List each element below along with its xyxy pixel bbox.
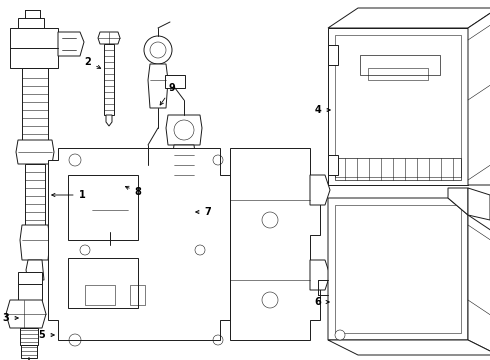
Polygon shape — [310, 175, 330, 205]
Polygon shape — [165, 75, 185, 88]
Circle shape — [262, 212, 278, 228]
Polygon shape — [328, 155, 338, 175]
Polygon shape — [230, 148, 320, 340]
Circle shape — [144, 36, 172, 64]
Bar — [368, 68, 428, 80]
Text: 3: 3 — [2, 313, 18, 323]
Text: 6: 6 — [315, 297, 329, 307]
Polygon shape — [10, 28, 58, 68]
Polygon shape — [148, 64, 168, 108]
Polygon shape — [328, 340, 490, 355]
Polygon shape — [20, 328, 38, 345]
Bar — [18, 282, 42, 300]
Text: 2: 2 — [85, 57, 100, 68]
Polygon shape — [98, 32, 120, 44]
Polygon shape — [468, 8, 490, 185]
Bar — [335, 35, 461, 177]
Polygon shape — [468, 188, 490, 220]
Polygon shape — [20, 225, 50, 260]
Bar — [335, 158, 461, 180]
Polygon shape — [16, 140, 54, 164]
Polygon shape — [468, 215, 490, 355]
Circle shape — [262, 292, 278, 308]
Bar — [68, 258, 138, 308]
Polygon shape — [172, 145, 196, 220]
Bar — [335, 205, 461, 333]
Polygon shape — [328, 198, 468, 340]
Polygon shape — [22, 68, 48, 140]
Polygon shape — [142, 165, 154, 185]
Polygon shape — [106, 115, 112, 126]
Polygon shape — [180, 245, 188, 260]
Polygon shape — [310, 260, 330, 290]
Polygon shape — [178, 220, 190, 245]
Polygon shape — [328, 8, 490, 28]
Text: 7: 7 — [196, 207, 211, 217]
Circle shape — [195, 245, 205, 255]
Text: 5: 5 — [39, 330, 54, 340]
Text: 9: 9 — [160, 83, 175, 105]
Bar — [68, 175, 138, 240]
Polygon shape — [448, 188, 468, 215]
Polygon shape — [30, 280, 40, 295]
Polygon shape — [328, 28, 468, 185]
Polygon shape — [166, 115, 202, 145]
Bar — [18, 272, 42, 284]
Polygon shape — [18, 18, 44, 28]
Bar — [360, 55, 440, 75]
Text: 8: 8 — [125, 186, 142, 197]
Polygon shape — [328, 45, 338, 65]
Polygon shape — [104, 44, 114, 115]
Text: 1: 1 — [52, 190, 85, 200]
Polygon shape — [88, 195, 130, 232]
Polygon shape — [58, 32, 84, 56]
Polygon shape — [86, 152, 132, 195]
Text: 4: 4 — [315, 105, 330, 115]
Circle shape — [335, 330, 345, 340]
Bar — [130, 285, 145, 305]
Polygon shape — [25, 164, 45, 225]
Polygon shape — [21, 345, 37, 358]
Circle shape — [80, 245, 90, 255]
Polygon shape — [328, 198, 468, 340]
Polygon shape — [26, 260, 44, 280]
Polygon shape — [48, 148, 230, 340]
Bar — [85, 285, 115, 305]
Polygon shape — [6, 300, 46, 328]
